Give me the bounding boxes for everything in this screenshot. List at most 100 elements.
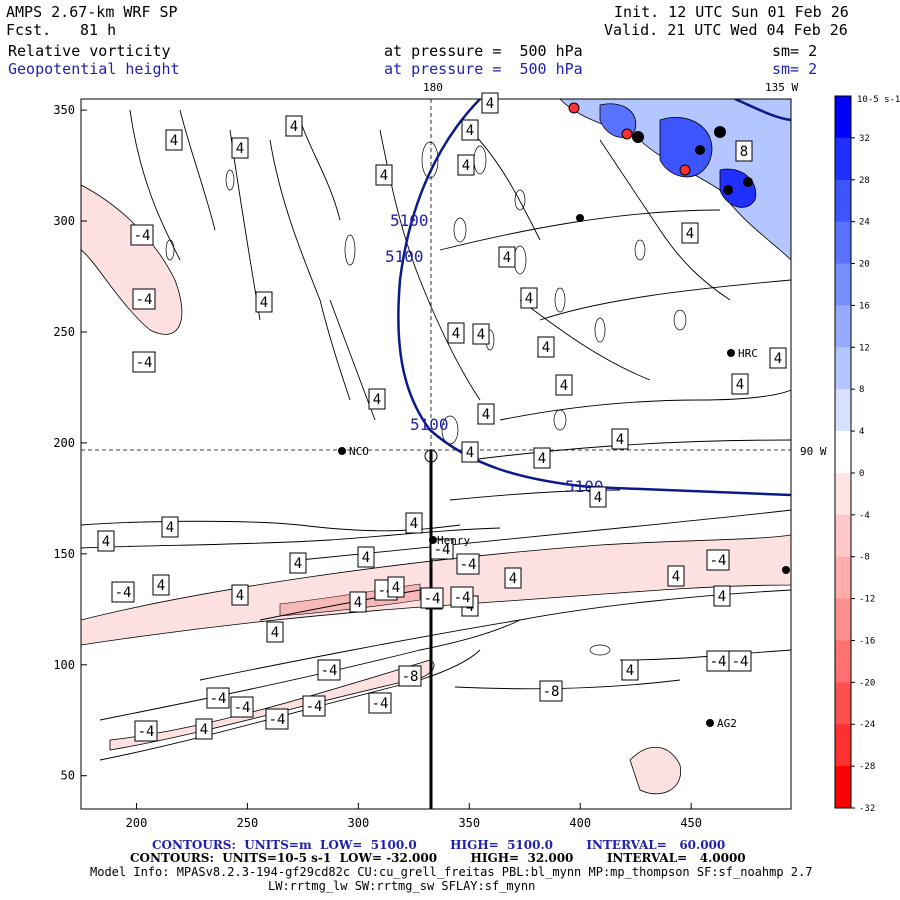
- colorbar-level-label: -28: [859, 762, 875, 772]
- contour-label: 4: [594, 490, 602, 506]
- contour-label-box: [461, 441, 479, 463]
- x-tick-label: 250: [237, 816, 259, 830]
- contour-label-box: [130, 224, 154, 246]
- contour-label-box: [285, 115, 303, 137]
- colorbar-level-label: 12: [859, 343, 870, 353]
- svg-text:5100: 5100: [390, 211, 429, 230]
- contour-label-box: [533, 447, 551, 469]
- colorbar-swatch: [835, 347, 851, 390]
- neg-spot-1: [621, 128, 633, 140]
- x-tick-label: 450: [680, 816, 702, 830]
- contour-label: 4: [525, 291, 533, 307]
- contour-label: 4: [626, 663, 634, 679]
- contour-label: 4: [560, 378, 568, 394]
- contour-label-box: [161, 516, 179, 538]
- colorbar-level-label: 4: [859, 427, 864, 437]
- colorbar-level-label: -4: [859, 511, 870, 521]
- colorbar-swatch: [835, 179, 851, 223]
- contour-label: -4: [136, 355, 153, 371]
- contour-label-box: [731, 373, 749, 395]
- station-nco-label: NCO: [349, 445, 369, 458]
- colorbar-swatch: [835, 682, 851, 725]
- colorbar: 10-5 s-1 32 28 24 20 16 12 8 4 0 -4 -8 -12 -16 -20 -24 -…: [834, 95, 900, 814]
- colorbar-swatch: [835, 137, 851, 181]
- valid-time: Valid. 21 UTC Wed 04 Feb 26: [604, 21, 848, 39]
- contour-label-box: [405, 512, 423, 534]
- contour-label-box: [589, 486, 607, 508]
- contour-label-box: [520, 287, 538, 309]
- contour-label: 4: [410, 516, 418, 532]
- plot-frame: [80, 98, 792, 810]
- contour-label-box: [255, 291, 273, 313]
- station-henry-marker: [429, 536, 437, 544]
- station-ag2-label: AG2: [717, 717, 737, 730]
- contour-label: -4: [424, 591, 441, 607]
- contour-label: -8: [543, 684, 560, 700]
- contour-label: 4: [509, 571, 517, 587]
- model-title: AMPS 2.67-km WRF SP: [6, 3, 178, 21]
- contour-label-box: [498, 246, 516, 268]
- colorbar-units: 10-5 s-1: [857, 95, 900, 105]
- contour-label-box: [456, 553, 480, 575]
- contour-label-box: [165, 129, 183, 151]
- height-contour-5100-ne: [734, 99, 791, 122]
- contour-label: 4: [380, 168, 388, 184]
- y-tick-label: 350: [53, 103, 75, 117]
- contour-label-box: [481, 92, 499, 114]
- footer-model-info: Model Info: MPASv8.2.3-194-gf29cd82c CU:…: [90, 865, 813, 879]
- colorbar-swatch: [835, 556, 851, 600]
- contour-label: 4: [462, 158, 470, 174]
- lon-label-90w: 90 W: [800, 445, 827, 458]
- contour-label: -4: [434, 542, 451, 558]
- svg-text:5100: 5100: [385, 247, 424, 266]
- colorbar-swatch: [835, 96, 851, 139]
- colorbar-swatch: [835, 305, 851, 348]
- contour-label: 4: [271, 625, 279, 641]
- contour-label: -4: [134, 228, 151, 244]
- colorbar-swatch: [835, 431, 851, 474]
- contour-label-box: [302, 695, 326, 717]
- contour-label: 4: [236, 141, 244, 157]
- contour-label: -4: [138, 724, 155, 740]
- contour-label: -4: [321, 663, 338, 679]
- contour-label-box: [349, 591, 367, 613]
- colorbar-level-label: -20: [859, 678, 875, 688]
- y-tick-label: 200: [53, 436, 75, 450]
- contour-label-box: [769, 347, 787, 369]
- contour-label-box: [289, 552, 307, 574]
- contour-label: 4: [354, 595, 362, 611]
- colorbar-level-label: 8: [859, 385, 864, 395]
- colorbar-swatch: [835, 263, 851, 306]
- contour-label-box: [317, 659, 341, 681]
- contour-label: 4: [616, 432, 624, 448]
- neg-spot-2: [679, 164, 691, 176]
- contour-label: 4: [686, 226, 694, 242]
- contour-label: 8: [740, 144, 748, 160]
- contour-label: 4: [200, 722, 208, 738]
- contour-label: -4: [136, 292, 153, 308]
- contour-label: -8: [402, 669, 419, 685]
- contour-label: -4: [234, 700, 251, 716]
- field2-smoothing: sm= 2: [772, 60, 818, 78]
- contour-label: -4: [710, 553, 727, 569]
- contour-label: 4: [260, 295, 268, 311]
- contour-label: 4: [452, 326, 460, 342]
- height-labels: 5100 5100 5100 5100: [385, 211, 604, 496]
- contour-label-box: [195, 718, 213, 740]
- contour-label-box: [504, 567, 522, 589]
- contour-label: 4: [466, 123, 474, 139]
- contour-label-box: [735, 140, 753, 162]
- colorbar-swatch: [835, 389, 851, 432]
- contour-label-box: [713, 585, 731, 607]
- contour-label-box: [621, 659, 639, 681]
- contour-label: 4: [362, 550, 370, 566]
- contour-label: 4: [486, 96, 494, 112]
- contour-label-box: [461, 119, 479, 141]
- contour-label: 4: [170, 133, 178, 149]
- x-tick-label: 400: [569, 816, 591, 830]
- field2-level: at pressure = 500 hPa: [384, 60, 583, 78]
- x-axis: 200 250 300 350 400 450: [126, 803, 702, 830]
- colorbar-swatch: [835, 766, 851, 809]
- contour-label-box: [457, 154, 475, 176]
